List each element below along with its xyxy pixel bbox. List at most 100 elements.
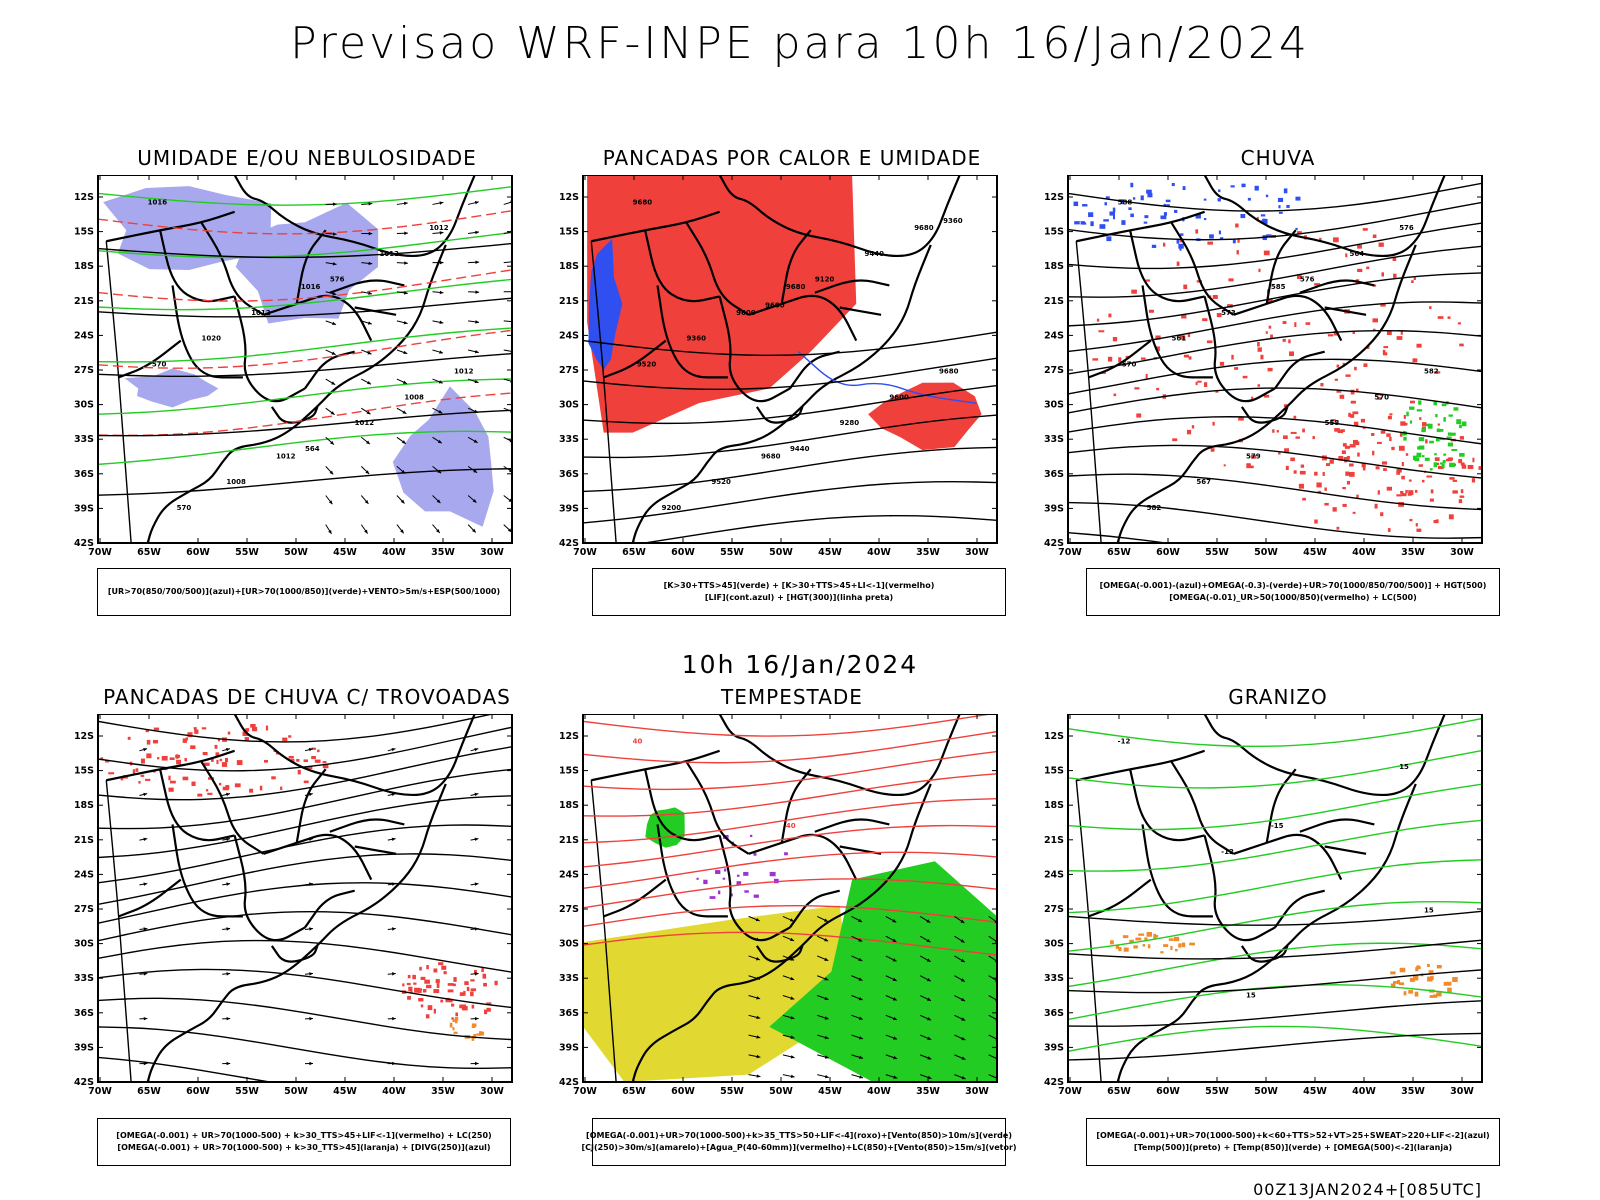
rain-green [1449, 462, 1455, 468]
rain-red [1357, 268, 1363, 273]
rain-red [1400, 330, 1403, 335]
rain-red [1409, 518, 1413, 522]
omega-orange [1144, 937, 1148, 941]
severe-purple [736, 881, 742, 886]
lat-label: 18S [74, 800, 94, 811]
lat-label: 21S [1044, 296, 1064, 307]
contour-label: 1008 [226, 478, 246, 486]
country-border [304, 889, 355, 929]
rain-blue [1174, 209, 1178, 213]
rain-red [1382, 349, 1386, 354]
storm-red [451, 1017, 454, 1020]
map-layer: -12 -15 15 15 15 -12 [1068, 714, 1482, 1082]
country-border [1170, 761, 1235, 855]
storm-red [250, 723, 256, 728]
rain-blue [1230, 185, 1235, 188]
country-border [1240, 406, 1289, 424]
omega-orange [1436, 992, 1442, 997]
omega-orange [1142, 944, 1146, 947]
streamline-arrow [226, 972, 231, 976]
rain-red [1354, 366, 1357, 371]
storm-red [217, 738, 221, 742]
rain-red [1377, 397, 1382, 400]
rain-blue [1180, 233, 1184, 236]
rain-blue [1146, 189, 1152, 194]
rain-red [1107, 356, 1113, 362]
streamline [98, 853, 512, 906]
rain-red [1357, 244, 1362, 249]
lat-label: 33S [1044, 973, 1064, 984]
rain-blue [1088, 212, 1094, 218]
rain-red [1203, 382, 1208, 387]
contour-label: 570 [1374, 393, 1389, 401]
wind-vector [927, 1056, 932, 1060]
storm-red [486, 1007, 491, 1012]
streamline-arrow [308, 747, 313, 752]
rain-red [1392, 256, 1397, 261]
rain-red [1293, 470, 1297, 474]
wind-vector [988, 1034, 997, 1040]
rain-red [1207, 241, 1214, 245]
wind-vector [961, 1056, 966, 1060]
lat-label: 39S [74, 1042, 94, 1053]
rain-blue [1286, 204, 1290, 208]
contour-label: 9600 [889, 393, 909, 401]
wind-vector [858, 977, 863, 981]
storm-red [435, 979, 440, 984]
lat-label: 18S [74, 261, 94, 272]
rain-red [1396, 336, 1403, 340]
contour-label: -15 [1271, 822, 1284, 830]
rain-green [1421, 455, 1425, 458]
storm-red [322, 761, 327, 764]
omega-orange [1135, 937, 1142, 941]
storm-red [303, 759, 308, 763]
rain-green [1436, 428, 1440, 432]
rain-red [1352, 439, 1358, 445]
lon-label: 35W [916, 547, 940, 558]
map-chuva: 588 585 582 579 576 573 570 567 564 561 558 582 576 5… [1044, 175, 1483, 558]
rain-red [1437, 465, 1444, 470]
wind-vector [329, 470, 334, 475]
lat-label: 36S [74, 469, 94, 480]
rain-red [1092, 358, 1099, 361]
wind-vector [858, 918, 863, 922]
rain-red [1349, 463, 1354, 467]
storm-orange [473, 1033, 477, 1039]
storm-red [470, 991, 474, 997]
rain-red [1401, 475, 1405, 480]
coastline [146, 244, 447, 543]
contour-label: 579 [1246, 452, 1261, 460]
wind-vector [960, 919, 965, 924]
country-border [329, 279, 405, 294]
lat-label: 36S [1044, 1008, 1064, 1019]
storm-red [451, 1003, 455, 1007]
contour-label: 570 [152, 360, 167, 368]
streamline-arrow [226, 1016, 231, 1021]
wind-vector [439, 201, 444, 205]
rain-red [1295, 436, 1300, 439]
rain-red [1242, 375, 1248, 379]
streamline [98, 726, 512, 772]
storm-red [259, 785, 263, 791]
rain-red [1372, 284, 1377, 287]
contour-label: 9600 [765, 301, 785, 309]
lat-label: 18S [1044, 800, 1064, 811]
coastline [1116, 244, 1417, 543]
lat-label: 24S [559, 330, 579, 341]
lon-label: 70W [88, 1086, 112, 1097]
rain-red [1387, 528, 1391, 532]
coastline [1203, 175, 1446, 258]
storm-red [264, 759, 269, 763]
height-contour [583, 384, 997, 425]
country-border [1141, 285, 1213, 379]
omega-orange [1181, 942, 1186, 948]
rain-red [1134, 387, 1140, 390]
storm-red [486, 1002, 492, 1006]
wind-vector [401, 469, 406, 474]
contour-label: 1012 [454, 368, 474, 376]
wind-vector [893, 1075, 898, 1079]
panel-title-granizo: GRANIZO [1228, 685, 1328, 709]
storm-red [236, 760, 243, 766]
storm-red [282, 737, 288, 742]
rain-red [1461, 464, 1467, 469]
